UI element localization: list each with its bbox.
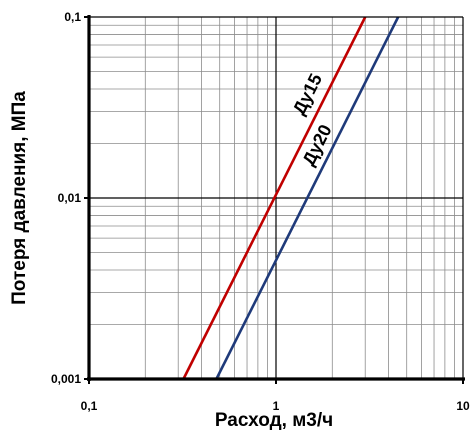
y-axis-title: Потеря давления, МПа: [9, 91, 30, 305]
series-lines: [182, 16, 400, 380]
series-line-2: [215, 16, 400, 380]
series-line-1: [182, 16, 367, 380]
y-tick-label: 0,1: [64, 10, 81, 24]
x-tick-label: 10: [456, 399, 470, 413]
y-tick-labels: 0,001 0,01 0,1: [51, 10, 81, 386]
series-label-1: Ду15: [289, 70, 326, 117]
major-gridlines: [89, 17, 463, 379]
y-tick-label: 0,001: [51, 372, 81, 386]
x-tick-labels: 0,1 1 10: [81, 399, 470, 413]
series-label-2: Ду20: [298, 121, 335, 168]
x-axis-title: Расход, м3/ч: [215, 410, 333, 431]
x-tick-label: 0,1: [81, 399, 98, 413]
y-tick-label: 0,01: [58, 191, 82, 205]
axes: [84, 15, 465, 384]
x-tick-label: 1: [273, 399, 280, 413]
